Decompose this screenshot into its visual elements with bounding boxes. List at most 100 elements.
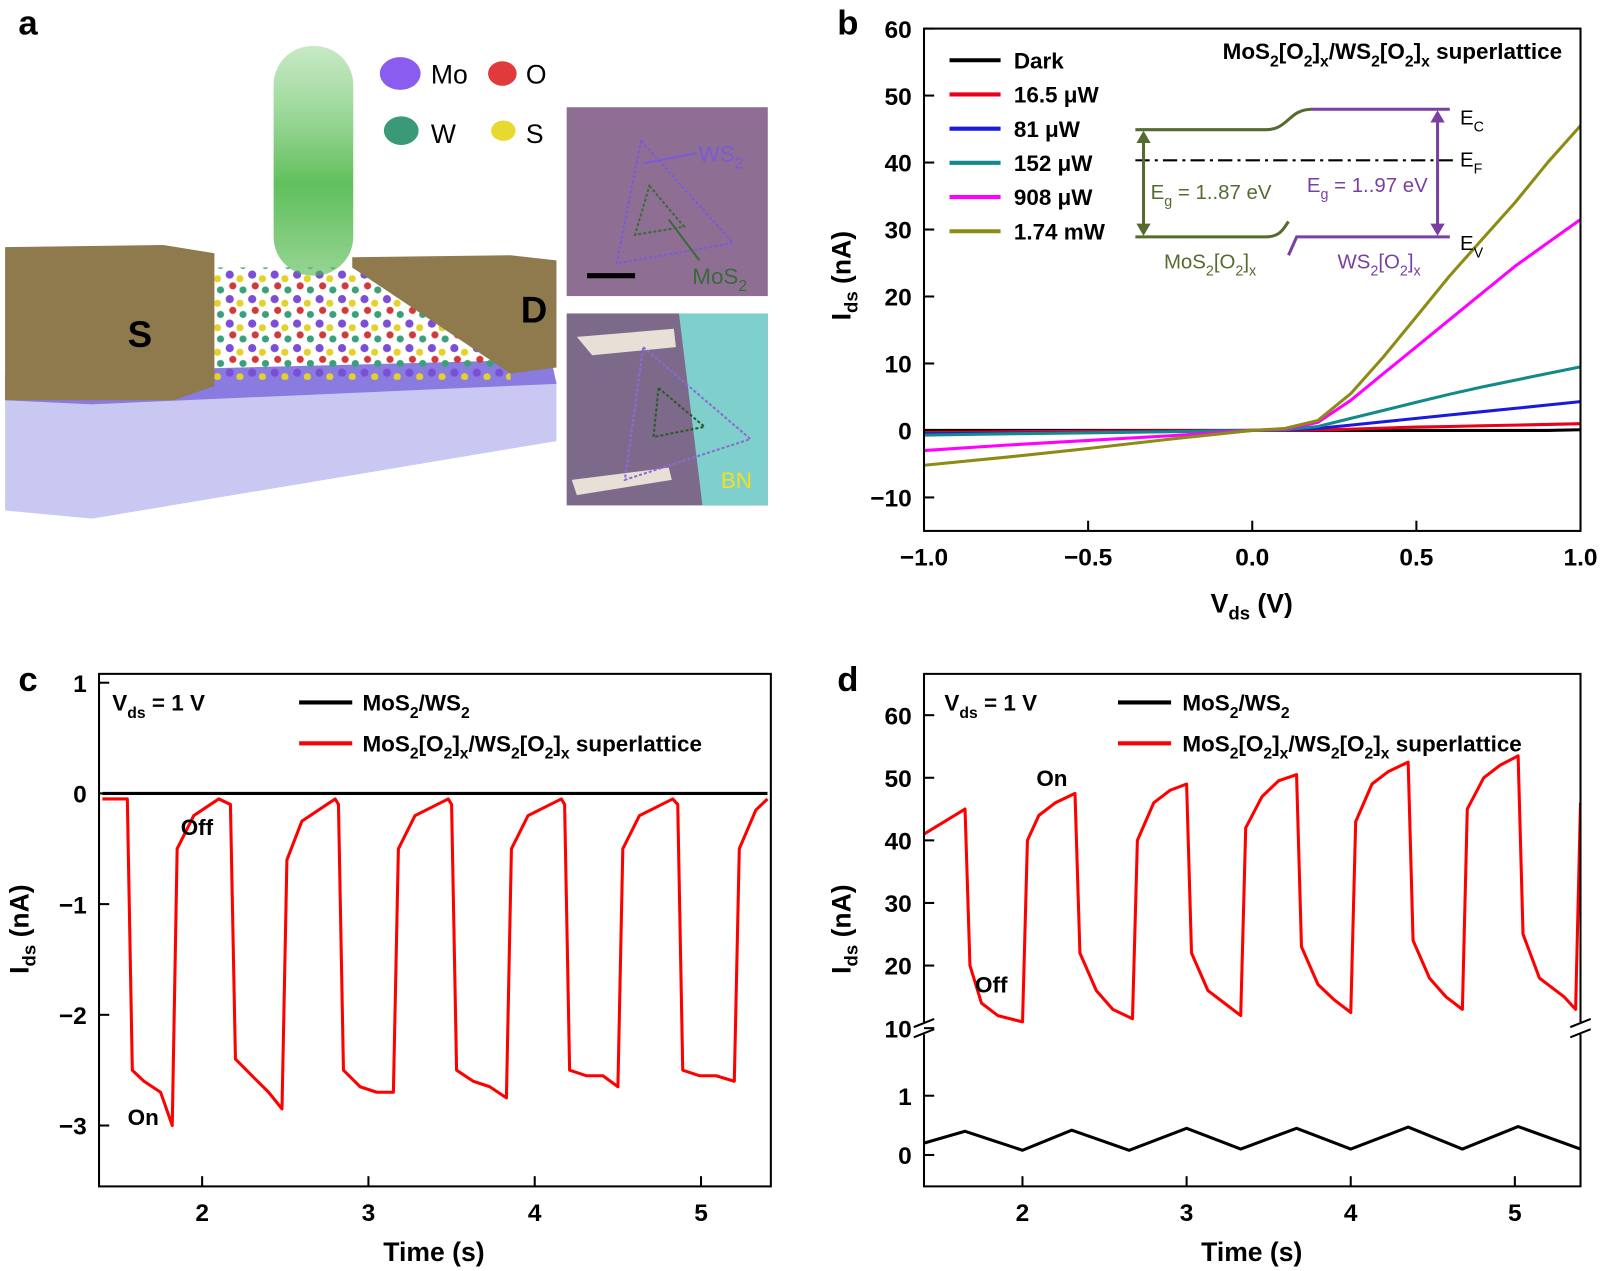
figure-body: Mo O W S S D WS2 MoS2 BN a b−1.0 −0.5 0 [5, 5, 1598, 1267]
text-part: = 1..97 eV [1328, 175, 1428, 197]
device-illustration: Mo O W S S D WS2 MoS2 BN a [5, 5, 768, 519]
text-part: 2 [1230, 746, 1239, 763]
contact [571, 467, 672, 496]
axis-break [913, 1028, 935, 1039]
source-electrode [5, 245, 215, 401]
y-tick-label: −10 [870, 486, 912, 513]
text-part: MoS [362, 691, 409, 716]
axis-frame [98, 672, 772, 1188]
text-part: MoS [1182, 691, 1229, 716]
legend-label: 908 μW [1014, 185, 1093, 210]
text-part: (V) [1250, 589, 1293, 619]
legend-text: Mo [431, 60, 468, 90]
panel-label: d [837, 661, 858, 699]
text-part: E [1460, 149, 1474, 171]
annotation: Vds = 1 V [944, 691, 1037, 722]
pointer [667, 218, 701, 261]
annotation: Vds = 1 V [112, 691, 205, 722]
y-tick-label: 1 [898, 1084, 912, 1111]
data-line [924, 754, 1581, 1024]
y-tick-label: −3 [59, 1114, 87, 1141]
annotation: Off [975, 972, 1008, 997]
text-part: [O [1214, 252, 1236, 274]
data-line [924, 1125, 1581, 1152]
text-part: ds [841, 291, 862, 313]
legend-ball [491, 120, 516, 141]
annotation: Eg = 1..97 eV [1307, 175, 1428, 203]
y-tick-label: −1 [59, 892, 87, 919]
text-part: x [1280, 746, 1289, 763]
text-part: V [112, 691, 127, 716]
text-part: superlattice [1430, 39, 1562, 64]
text-part: /WS [1238, 691, 1280, 716]
x-tick-label: 2 [195, 1200, 209, 1227]
micrograph [566, 107, 768, 297]
text-part: x [1320, 53, 1329, 70]
text-part: /WS [1288, 731, 1330, 756]
legend-text: S [526, 119, 544, 149]
image-label: BN [721, 468, 752, 493]
axis-frame [922, 27, 1582, 532]
mos2-outline [633, 183, 687, 237]
substrate [5, 379, 557, 519]
text-part: = 1..87 eV [1172, 182, 1272, 204]
text-part: g [1164, 194, 1172, 210]
pointer [643, 152, 697, 165]
text-part: WS [698, 141, 734, 166]
y-tick-label: 20 [884, 285, 911, 312]
arrow-head [1430, 223, 1445, 236]
axis-break [913, 1018, 935, 1029]
text-part: 2 [1400, 264, 1408, 280]
electrode-label: D [521, 290, 548, 331]
annotation: Eg = 1..87 eV [1151, 182, 1272, 210]
text-part: x [1414, 264, 1421, 280]
text-part: 2 [738, 278, 747, 295]
text-part: 2 [1371, 53, 1380, 70]
text-part: = 1 V [978, 691, 1037, 716]
x-axis-label: Time (s) [383, 1237, 484, 1267]
drain-electrode [352, 255, 557, 374]
text-part: 2 [545, 746, 554, 763]
text-part: 2 [1405, 53, 1414, 70]
annotation: On [1036, 766, 1067, 791]
text-part: I [5, 966, 35, 973]
text-part: superlattice [570, 731, 702, 756]
annotation: WS2[O2]x [1338, 252, 1421, 280]
y-axis-label: Ids (nA) [5, 884, 40, 973]
band-diagram [1135, 107, 1455, 256]
text-part: x [460, 746, 469, 763]
x-tick-label: 5 [694, 1200, 708, 1227]
band-edge [1135, 107, 1313, 132]
y-tick-label: 20 [884, 954, 911, 981]
legend-label: 1.74 mW [1014, 219, 1106, 244]
x-tick-label: −0.5 [1064, 545, 1112, 572]
text-part: ] [1373, 731, 1380, 756]
data-line [924, 124, 1581, 467]
y-axis-label: Ids (nA) [826, 884, 861, 973]
bn-region [678, 313, 768, 506]
ws2-outline [623, 345, 753, 482]
panel-label: b [837, 5, 858, 43]
text-part: 2 [1230, 705, 1239, 722]
text-part: ] [1414, 39, 1421, 64]
light-beam [273, 45, 354, 276]
text-part: V [1211, 589, 1229, 619]
text-part: MoS [692, 264, 738, 289]
x-tick-label: 2 [1016, 1200, 1030, 1227]
text-part: ds [959, 705, 978, 722]
legend-text: O [526, 60, 547, 90]
annotation: MoS2[O2]x [1164, 252, 1256, 280]
text-part: 2 [511, 746, 520, 763]
text-part: superlattice [1390, 731, 1522, 756]
text-part: [O [1279, 39, 1304, 64]
text-part: [O [520, 731, 545, 756]
text-part: x [561, 746, 570, 763]
y-tick-label: 50 [884, 766, 911, 793]
text-part: E [1307, 175, 1321, 197]
text-part: 2 [1304, 53, 1313, 70]
text-part: 2 [735, 155, 744, 172]
legend-label: Dark [1014, 48, 1064, 73]
x-axis-label: Vds (V) [1211, 589, 1293, 624]
panel-label: a [18, 5, 38, 43]
